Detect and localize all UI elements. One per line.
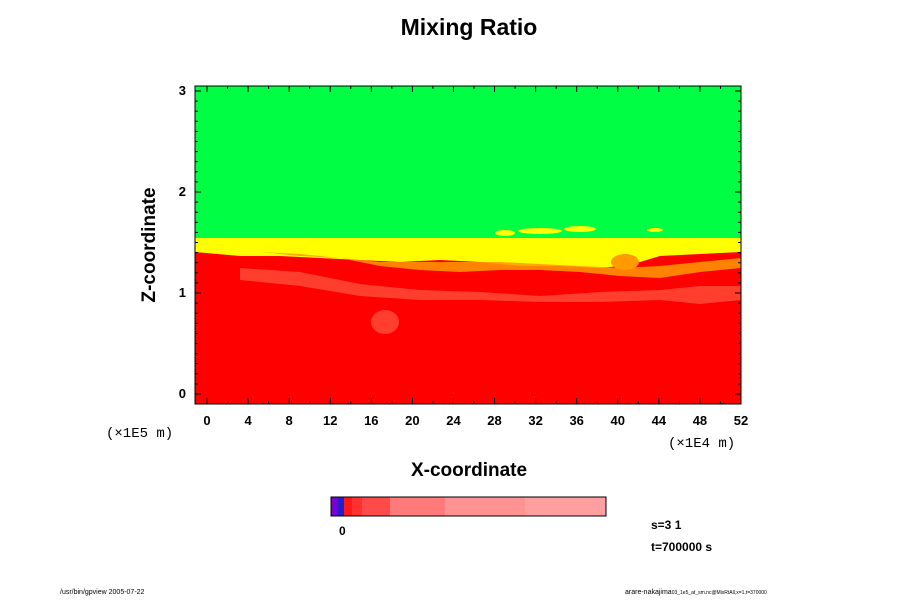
x-tick-label: 44 [651,413,667,428]
field-interface-yellow [195,238,741,268]
x-tick-label: 4 [244,413,252,428]
colorbar-segment [445,497,525,516]
x-tick-label: 48 [692,413,708,428]
field-layer [195,86,741,404]
field-blob [647,228,663,232]
field-blob [611,254,639,270]
footer-right-sub: 03_1e5_at_sm.nc@MixRtAll,x=1,t=370000 [671,590,767,596]
y-tick-label: 2 [178,184,186,199]
field-blob [518,228,562,234]
field-interface-orange [260,252,741,278]
chart-title: Mixing Ratio [400,14,538,40]
field-upper [195,86,741,246]
x-tick-label: 52 [733,413,749,428]
x-tick-label: 24 [446,413,461,428]
field-blob [495,230,515,236]
x-tick-label: 36 [569,413,584,428]
colorbar [330,496,607,517]
colorbar-segment [344,497,352,516]
x-tick-label: 16 [364,413,379,428]
y-scale-note: (×1E5 m) [106,426,174,442]
s-annotation: s=3 1 [651,518,682,532]
colorbar-frame [330,496,607,517]
x-tick-label: 12 [322,413,338,428]
x-axis-label: X-coordinate [410,460,528,481]
y-axis-label: Z-coordinate [139,187,160,303]
y-tick-label: 0 [178,386,186,401]
y-tick-marks [195,90,741,395]
colorbar-segment [331,497,338,516]
t-annotation: t=700000 s [651,540,713,554]
colorbar-segment [525,497,606,516]
x-tick-label: 0 [203,413,211,428]
colorbar-zero-label: 0 [339,524,346,538]
colorbar-segment [362,497,390,516]
field-light-red-band [240,268,741,304]
plot-frame [194,85,742,405]
x-tick-label: 8 [285,413,293,428]
footer-left: /usr/bin/gpview 2005-07-22 [60,589,145,596]
field-blob [371,310,399,334]
y-tick-label: 3 [178,83,186,98]
colorbar-segment [352,497,362,516]
field-blob [564,226,596,232]
x-tick-label: 28 [487,413,502,428]
colorbar-segment [338,497,344,516]
colorbar-segment [390,497,445,516]
footer-right: arare-nakajima03_1e5_at_sm.nc@MixRtAll,x… [625,589,767,596]
y-tick-label: 1 [178,285,186,300]
footer-right-main: arare-nakajima [625,589,672,596]
x-scale-note: (×1E4 m) [668,436,736,452]
x-tick-label: 20 [405,413,420,428]
x-tick-label: 40 [610,413,625,428]
x-tick-label: 32 [528,413,543,428]
